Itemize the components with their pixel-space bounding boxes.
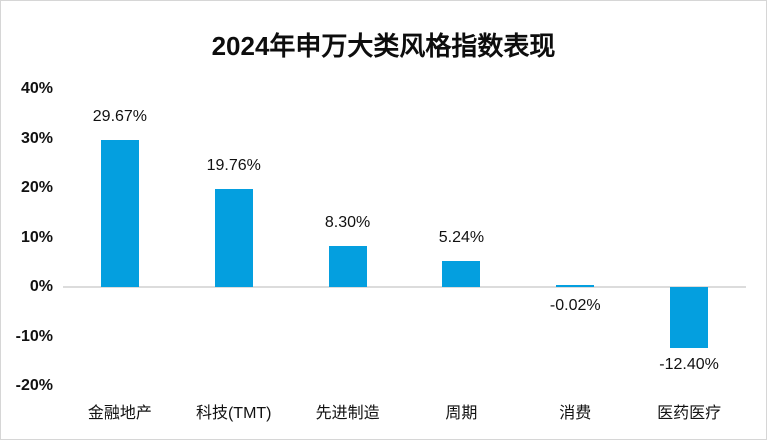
bar-value-label: 19.76% bbox=[206, 157, 261, 175]
chart-title: 2024年申万大类风格指数表现 bbox=[211, 31, 556, 61]
bar-value-label: 5.24% bbox=[438, 229, 485, 247]
y-axis-tick-label: 20% bbox=[20, 179, 53, 196]
bar bbox=[214, 189, 253, 287]
bar bbox=[328, 245, 367, 287]
bar-value-label: -0.02% bbox=[549, 297, 601, 314]
y-axis-tick-label: 0% bbox=[29, 278, 53, 295]
x-axis-category-label: 先进制造 bbox=[315, 405, 380, 422]
bar bbox=[670, 287, 709, 349]
bar bbox=[442, 261, 481, 287]
zero-baseline bbox=[63, 286, 746, 288]
y-axis-tick-label: -10% bbox=[15, 327, 53, 345]
x-axis: 金融地产 科技(TMT) 先进制造 周期 消费 医药医疗 bbox=[63, 404, 746, 426]
bar-value-label: -12.40% bbox=[659, 356, 719, 374]
bar-value-label: 29.67% bbox=[92, 108, 148, 126]
y-axis-tick-label: -20% bbox=[15, 377, 53, 394]
y-axis-tick-label: 10% bbox=[20, 228, 53, 246]
bar bbox=[100, 140, 139, 287]
x-axis-category-label: 金融地产 bbox=[87, 405, 152, 422]
y-axis: 40% 30% 20% 10% 0% -10% -20% bbox=[1, 80, 53, 394]
y-axis-tick-label: 30% bbox=[20, 129, 53, 147]
x-axis-category-label: 医药医疗 bbox=[657, 405, 722, 422]
bar-value-label: 8.30% bbox=[324, 213, 371, 231]
x-axis-category-label: 消费 bbox=[559, 405, 592, 422]
bar bbox=[556, 285, 595, 287]
x-axis-category-label: 科技(TMT) bbox=[195, 405, 272, 422]
plot-area: 29.67% 19.76% 8.30% 5.24% -0.02% -12.40% bbox=[63, 89, 746, 386]
y-axis-tick-label: 40% bbox=[20, 80, 53, 97]
x-axis-category-label: 周期 bbox=[445, 405, 478, 422]
